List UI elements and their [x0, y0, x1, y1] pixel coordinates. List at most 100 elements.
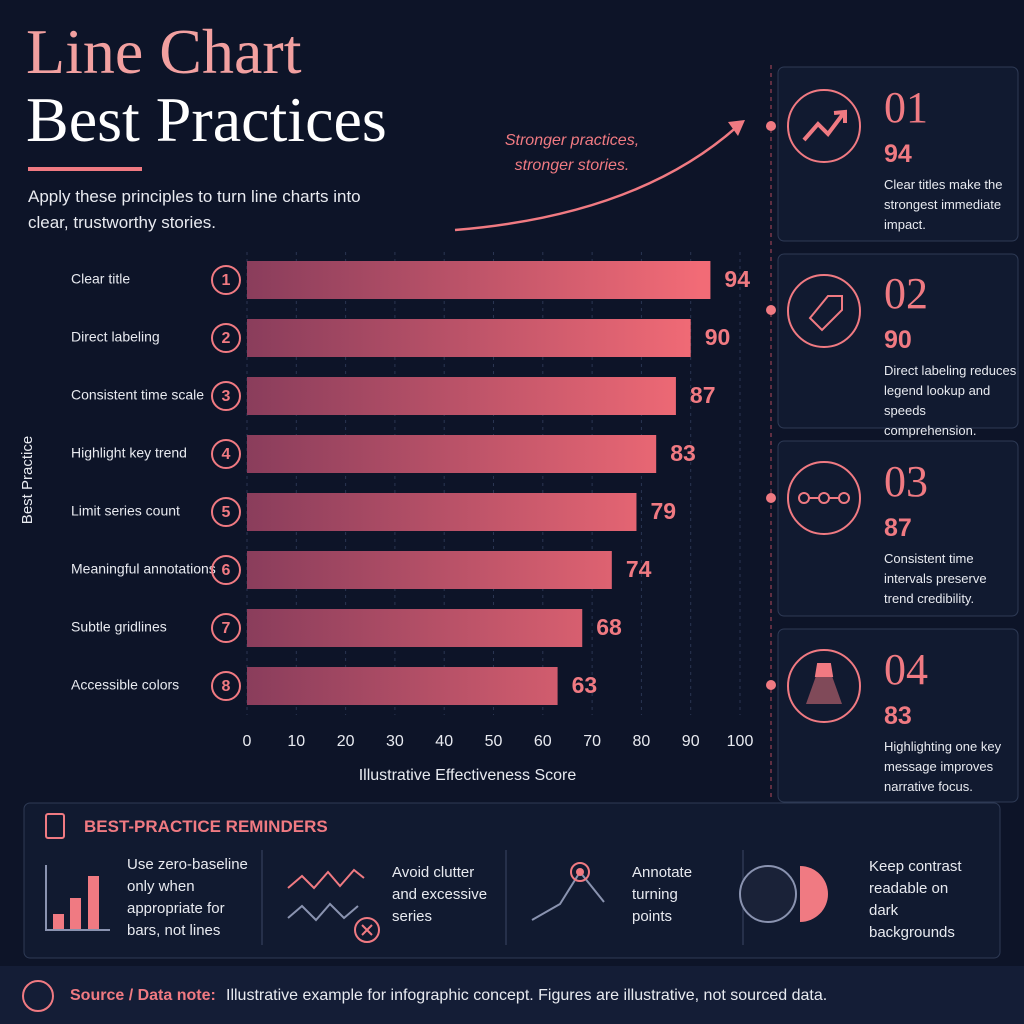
- lamp-icon: [814, 663, 834, 677]
- rank-label: 6: [222, 562, 231, 579]
- y-axis-label: Best Practice: [19, 436, 36, 524]
- card-number: 02: [884, 269, 928, 318]
- value-label: 90: [705, 324, 731, 350]
- card-value: 87: [884, 514, 912, 542]
- cards: [777, 66, 1019, 803]
- point-icon: [576, 868, 584, 876]
- annotation: Stronger practices, stronger stories.: [504, 132, 640, 174]
- card-value: 90: [884, 326, 912, 354]
- x-tick-label: 0: [243, 733, 252, 750]
- x-tick-label: 80: [633, 733, 651, 750]
- timeline-dot: [766, 121, 776, 131]
- card-text: Highlighting one key message improves na…: [884, 739, 1002, 794]
- reminder: Use zero-baseline only when appropriate …: [127, 856, 248, 939]
- point-icon: [798, 492, 810, 504]
- point-icon: [818, 492, 830, 504]
- title-line-2: Best Practices: [26, 84, 387, 155]
- card: 04 83 Highlighting one key message impro…: [884, 648, 1004, 797]
- icon-circle: [787, 649, 861, 723]
- bar-icon: [70, 898, 81, 929]
- timeline-dot: [766, 305, 776, 315]
- contrast-icon: [800, 866, 828, 922]
- annotation-arrow: [454, 123, 741, 232]
- category-label: Consistent time scale: [71, 387, 204, 403]
- card-text: Consistent time intervals preserve trend…: [884, 551, 987, 606]
- rank-label: 4: [222, 446, 231, 463]
- category-label: Accessible colors: [71, 677, 179, 693]
- bar: [247, 319, 691, 357]
- bar: [247, 261, 711, 299]
- card-number: 04: [884, 645, 928, 694]
- arrow-head: [728, 120, 745, 136]
- bar-icon: [53, 914, 64, 929]
- rank-label: 1: [222, 272, 231, 289]
- card: 02 90 Direct labeling reduces legend loo…: [884, 272, 1019, 441]
- trend-icon: [802, 109, 847, 142]
- reminder-icons: [45, 862, 828, 943]
- x-tick-label: 40: [435, 733, 453, 750]
- axes-icon: [45, 865, 110, 931]
- category-label: Subtle gridlines: [71, 619, 167, 635]
- title-line-1: Line Chart: [26, 16, 302, 87]
- timeline-dot: [766, 680, 776, 690]
- card-value: 94: [884, 140, 912, 168]
- value-label: 68: [596, 614, 622, 640]
- bar: [247, 493, 637, 531]
- value-label: 83: [670, 440, 696, 466]
- category-label: Direct labeling: [71, 329, 160, 345]
- x-tick-label: 60: [534, 733, 552, 750]
- doc-icon: [22, 980, 54, 1012]
- rank-circle: [211, 613, 241, 643]
- icon-circle: [787, 461, 861, 535]
- rank-label: 2: [222, 330, 231, 347]
- value-label: 94: [724, 266, 750, 292]
- line-icon: [287, 868, 365, 890]
- footer-band: [0, 966, 1024, 1024]
- x-tick-label: 50: [485, 733, 503, 750]
- rank-circle: [211, 439, 241, 469]
- rank-label: 8: [222, 678, 231, 695]
- rank-label: 7: [222, 620, 231, 637]
- card-value: 83: [884, 702, 912, 730]
- tag-icon: [808, 295, 843, 332]
- category-label: Highlight key trend: [71, 445, 187, 461]
- bar: [247, 551, 612, 589]
- x-axis-label: Illustrative Effectiveness Score: [359, 767, 577, 784]
- subtitle: Apply these principles to turn line char…: [28, 187, 361, 232]
- x-icon: [361, 924, 373, 936]
- reminder: Keep contrast readable on dark backgroun…: [869, 858, 962, 941]
- card: [777, 440, 1019, 617]
- card: 03 87 Consistent time intervals preserve…: [884, 460, 994, 609]
- icon-circle: [787, 274, 861, 348]
- bar: [247, 609, 583, 647]
- card: [777, 66, 1019, 242]
- category-label: Meaningful annotations: [71, 561, 216, 577]
- bar: [247, 435, 657, 473]
- card-icons: [787, 89, 861, 723]
- line-icon: [531, 870, 605, 921]
- card: 01 94 Clear titles make the strongest im…: [884, 86, 1019, 235]
- x-icon: [354, 917, 380, 943]
- card-number: 01: [884, 83, 928, 132]
- point-icon: [838, 492, 850, 504]
- card: [777, 628, 1019, 803]
- line-icon: [287, 902, 359, 922]
- value-label: 74: [626, 556, 652, 582]
- value-label: 63: [572, 672, 598, 698]
- x-tick-label: 90: [682, 733, 700, 750]
- value-label: 87: [690, 382, 716, 408]
- title-underline: [28, 167, 142, 171]
- timeline-dot: [766, 493, 776, 503]
- highlight-icon: [570, 862, 590, 882]
- rank-circle: [211, 555, 241, 585]
- x-tick-label: 20: [337, 733, 355, 750]
- bar: [247, 377, 676, 415]
- x-tick-label: 70: [583, 733, 601, 750]
- rank-circle: [211, 265, 241, 295]
- footer-text: Illustrative example for infographic con…: [226, 987, 828, 1004]
- light-icon: [806, 676, 842, 704]
- rank-circle: [211, 671, 241, 701]
- rank-circle: [211, 497, 241, 527]
- reminder: Annotate turning points: [632, 864, 693, 925]
